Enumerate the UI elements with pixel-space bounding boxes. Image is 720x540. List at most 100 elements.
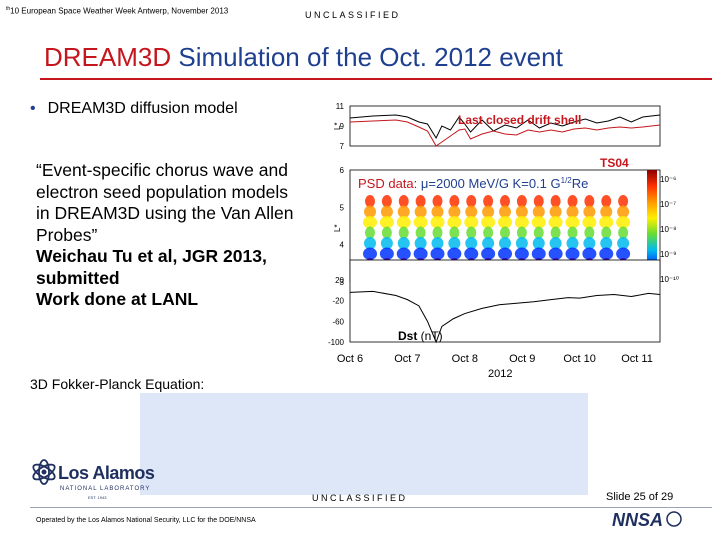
psd-colorbar-tick: 10⁻⁷ bbox=[660, 200, 676, 209]
psd-band bbox=[601, 226, 612, 239]
psd-band bbox=[600, 237, 613, 250]
psd-ytick: 4 bbox=[340, 241, 345, 250]
dst-panel bbox=[349, 259, 661, 343]
psd-band bbox=[550, 195, 561, 208]
psd-colorbar bbox=[647, 170, 657, 282]
x-tick-label: Oct 8 bbox=[452, 353, 478, 365]
simulation-figure-svg: 11 9 7 L* Last closed drift shell TS04 6 5 4… bbox=[328, 102, 679, 380]
psd-band bbox=[398, 195, 409, 208]
psd-colorbar-tick: 10⁻⁶ bbox=[660, 175, 676, 184]
equation-box bbox=[140, 393, 588, 495]
psd-band bbox=[582, 216, 597, 229]
psd-ytick: 3 bbox=[340, 278, 345, 287]
psd-band bbox=[365, 226, 375, 239]
psd-band bbox=[532, 205, 545, 218]
psd-band bbox=[600, 205, 613, 218]
psd-band bbox=[583, 205, 596, 218]
dst-series-0 bbox=[349, 290, 661, 344]
simulation-figure: 11 9 7 L* Last closed drift shell TS04 6 5 4… bbox=[310, 96, 715, 386]
ts04-label: TS04 bbox=[600, 156, 629, 170]
psd-band bbox=[380, 237, 393, 250]
psd-title: PSD data: μ=2000 MeV/G K=0.1 G1/2Re bbox=[358, 176, 588, 191]
psd-band bbox=[432, 226, 443, 239]
psd-band bbox=[601, 195, 612, 208]
psd-band bbox=[447, 216, 462, 229]
psd-band bbox=[364, 237, 376, 250]
dst-ytick: -20 bbox=[332, 297, 344, 306]
psd-band bbox=[499, 205, 511, 218]
conference-meta-sup: th bbox=[6, 6, 11, 12]
footer-divider bbox=[30, 507, 712, 508]
psd-band bbox=[414, 237, 427, 250]
drift-shell-panel bbox=[349, 105, 661, 147]
psd-band bbox=[500, 195, 510, 208]
psd-band bbox=[565, 247, 580, 260]
dst-ytick: 20 bbox=[335, 276, 344, 285]
bullet-item: • DREAM3D diffusion model bbox=[30, 100, 238, 118]
psd-band bbox=[464, 216, 479, 229]
psd-band bbox=[431, 205, 444, 218]
psd-band bbox=[396, 247, 411, 260]
dst-ytick: -100 bbox=[328, 338, 345, 347]
psd-band bbox=[447, 247, 462, 260]
psd-band bbox=[531, 247, 546, 260]
psd-band bbox=[500, 226, 510, 239]
psd-band bbox=[483, 226, 494, 239]
x-tick-label: Oct 9 bbox=[509, 353, 535, 365]
psd-ytick: 5 bbox=[340, 203, 345, 212]
psd-band bbox=[365, 195, 375, 208]
psd-band bbox=[617, 205, 630, 218]
psd-ylabel: L* bbox=[333, 224, 342, 232]
drift-shell-series-0 bbox=[349, 114, 661, 140]
psd-band bbox=[415, 195, 426, 208]
psd-title-label: PSD data bbox=[358, 176, 414, 191]
dst-ytick: -60 bbox=[332, 317, 344, 326]
atom-icon bbox=[32, 459, 56, 485]
psd-band bbox=[567, 226, 578, 239]
psd-band bbox=[616, 247, 631, 260]
bullet-text: DREAM3D diffusion model bbox=[47, 100, 238, 117]
psd-band bbox=[397, 237, 410, 250]
psd-band bbox=[616, 216, 631, 229]
psd-band bbox=[363, 247, 377, 260]
slide-number: Slide 25 of 29 bbox=[606, 491, 674, 503]
psd-band bbox=[531, 216, 546, 229]
psd-band bbox=[548, 247, 563, 260]
psd-band bbox=[413, 216, 428, 229]
psd-band bbox=[584, 195, 595, 208]
psd-band bbox=[381, 226, 392, 239]
psd-band bbox=[565, 216, 580, 229]
nnsa-logo: NNSA bbox=[608, 508, 688, 530]
psd-band bbox=[516, 226, 527, 239]
psd-band bbox=[380, 205, 393, 218]
psd-band bbox=[498, 247, 512, 260]
psd-band bbox=[483, 195, 494, 208]
psd-band bbox=[499, 237, 511, 250]
classification-top: UNCLASSIFIED bbox=[305, 10, 401, 20]
psd-band bbox=[549, 205, 562, 218]
conference-meta-text: 10 European Space Weather Week Antwerp, … bbox=[10, 6, 229, 16]
drift-shell-ytick: 9 bbox=[340, 122, 345, 131]
psd-band bbox=[482, 237, 495, 250]
psd-band bbox=[599, 216, 614, 229]
psd-band bbox=[617, 237, 630, 250]
psd-band bbox=[464, 247, 479, 260]
dst-label: Dst (nT) bbox=[398, 329, 443, 343]
slide-title: DREAM3D Simulation of the Oct. 2012 even… bbox=[44, 42, 563, 73]
psd-title-sup: 1/2 bbox=[561, 176, 573, 185]
psd-band bbox=[363, 216, 377, 229]
logo-subtitle: NATIONAL LABORATORY bbox=[60, 486, 151, 492]
psd-band bbox=[397, 205, 410, 218]
psd-band bbox=[533, 195, 544, 208]
psd-band bbox=[515, 205, 528, 218]
psd-band bbox=[618, 226, 629, 239]
psd-colorbar-tick: 10⁻⁹ bbox=[660, 250, 677, 259]
drift-shell-ytick: 7 bbox=[340, 142, 345, 151]
title-rest: Simulation of the Oct. 2012 event bbox=[171, 42, 563, 72]
equation-label: 3D Fokker-Planck Equation: bbox=[30, 376, 205, 392]
title-divider bbox=[40, 78, 712, 80]
psd-band bbox=[413, 247, 428, 260]
psd-band bbox=[599, 247, 614, 260]
logo-name: Los Alamos bbox=[58, 463, 155, 483]
conference-meta: th10 European Space Weather Week Antwerp… bbox=[6, 6, 228, 16]
